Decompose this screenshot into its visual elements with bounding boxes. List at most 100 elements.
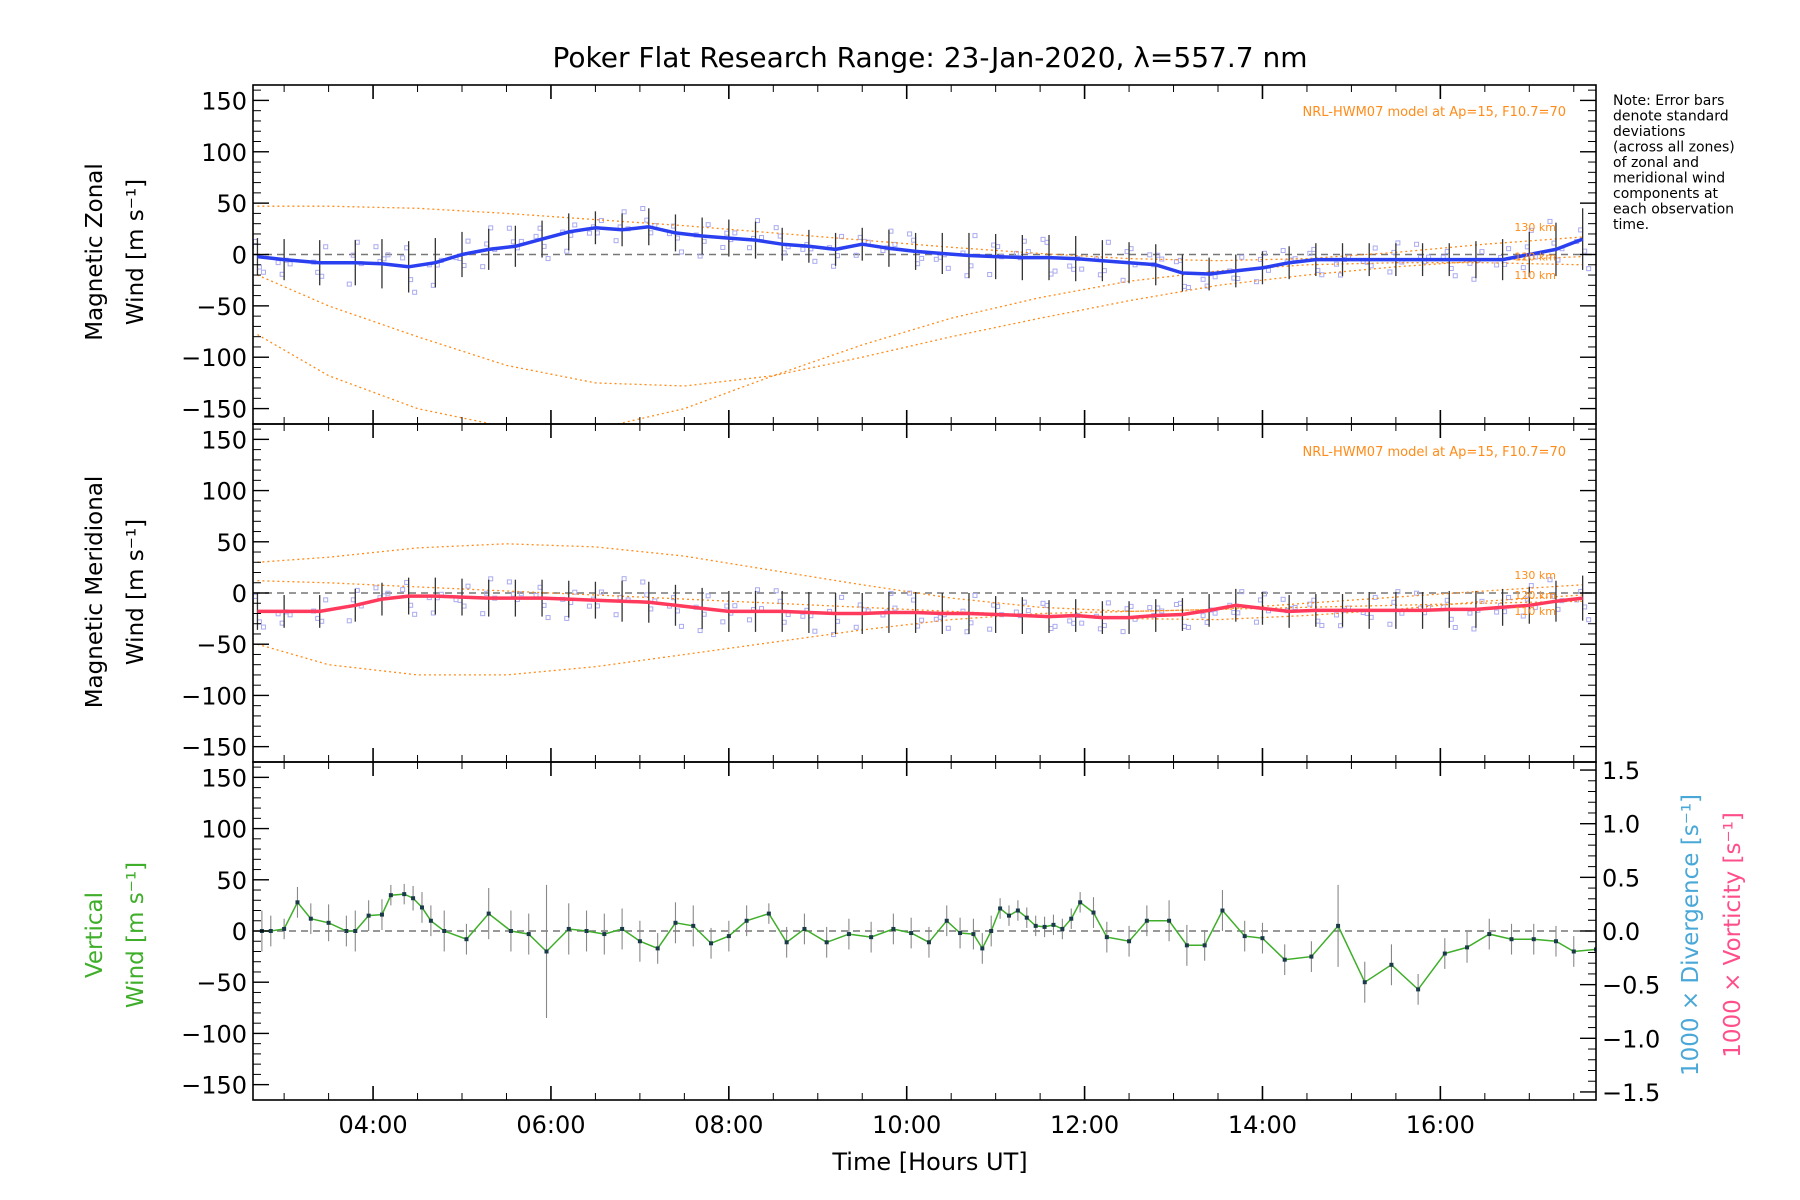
zone-point	[621, 576, 627, 582]
zone-point	[1506, 595, 1512, 601]
y-tick-label: −150	[181, 1072, 247, 1100]
model-label: 120 km	[1514, 251, 1556, 264]
zone-point	[1319, 272, 1325, 278]
zone-point	[1395, 240, 1401, 246]
zone-point	[346, 281, 352, 287]
zone-point	[1414, 590, 1420, 596]
plot-area	[253, 205, 1596, 424]
zone-point	[564, 615, 570, 621]
zone-point	[705, 593, 711, 599]
y-tick-label: 100	[201, 478, 247, 506]
zone-point	[465, 583, 471, 589]
zone-point	[287, 261, 293, 267]
vertical-wind-point	[295, 900, 300, 905]
zone-point	[945, 265, 951, 271]
vertical-wind-point	[486, 911, 491, 916]
y-tick-label: 100	[201, 816, 247, 844]
vertical-wind-point	[411, 896, 416, 901]
zone-point	[1200, 613, 1206, 619]
vertical-wind-point	[655, 946, 660, 951]
zone-point	[1120, 629, 1126, 635]
vertical-wind-point	[891, 926, 896, 931]
vertical-wind-point	[1242, 934, 1247, 939]
model-curve-120km	[257, 580, 1583, 621]
zone-point	[533, 233, 539, 239]
vertical-wind-point	[1091, 910, 1096, 915]
zone-point	[1471, 626, 1477, 632]
zone-point	[1479, 249, 1485, 255]
zone-point	[972, 592, 978, 598]
zone-point	[260, 624, 266, 630]
note-line: meridional wind	[1613, 171, 1725, 187]
zone-point	[907, 590, 913, 596]
zone-point	[323, 244, 329, 250]
zonal-annotation: NRL-HWM07 model at Ap=15, F10.7=70	[1303, 105, 1567, 120]
vertical-wind-point	[464, 937, 469, 942]
zone-point	[640, 206, 646, 212]
zone-point	[800, 613, 806, 619]
zone-point	[1395, 589, 1401, 595]
zone-point	[545, 256, 551, 262]
vertical-wind-point	[1336, 923, 1341, 928]
zone-point	[1212, 274, 1218, 280]
vertical-wind-point	[673, 920, 678, 925]
y-tick-label: 0	[232, 918, 247, 946]
zone-point	[800, 246, 806, 252]
zone-point	[747, 245, 753, 251]
vertical-wind-point	[980, 946, 985, 951]
zone-point	[1319, 622, 1325, 628]
vertical-wind-point	[1487, 932, 1492, 937]
vertical-wind-point	[1531, 937, 1536, 942]
model-label: 120 km	[1514, 589, 1556, 602]
note-line: (across all zones)	[1613, 140, 1735, 156]
note-line: of zonal and	[1613, 155, 1699, 171]
zone-point	[1520, 265, 1526, 271]
zone-point	[705, 222, 711, 228]
zone-point	[1280, 248, 1286, 254]
vertical-ylabel-line1: Vertical	[82, 892, 108, 978]
zone-point	[572, 222, 578, 228]
zone-point	[853, 252, 859, 258]
vertical-wind-point	[1144, 918, 1149, 923]
zone-point	[1052, 268, 1058, 274]
vertical-wind-point	[1042, 924, 1047, 929]
zone-point	[1467, 610, 1473, 616]
vertical-wind-point	[620, 926, 625, 931]
vertical-wind-point	[1078, 900, 1083, 905]
meridional-ylabel-line1: Magnetic Meridional	[82, 476, 108, 709]
meridional-wind-line	[257, 594, 1583, 620]
zone-point	[1494, 609, 1500, 615]
zone-point	[945, 625, 951, 631]
zone-point	[831, 263, 837, 269]
zonal-ylabel-line2: Wind [m s⁻¹]	[123, 179, 149, 325]
vertical-wind-point	[1127, 939, 1132, 944]
zone-point	[518, 591, 524, 597]
zone-point	[853, 624, 859, 630]
zone-point	[1105, 239, 1111, 245]
vertical-wind-point	[944, 918, 949, 923]
vertical-wind-point	[989, 929, 994, 933]
vertical-wind-point	[1202, 943, 1207, 948]
zone-point	[697, 628, 703, 634]
vertical-wind-point	[1051, 922, 1056, 927]
vertical-wind-line	[261, 893, 1596, 991]
vertical-wind-point	[1260, 936, 1265, 941]
divergence-axis-label: 1000 × Divergence [s⁻¹]	[1678, 794, 1704, 1076]
zone-point	[1547, 577, 1553, 583]
y-tick-label: −100	[181, 344, 247, 372]
vertical-wind-point	[726, 934, 731, 939]
vertical-wind-point	[1006, 913, 1011, 918]
chart-title: Poker Flat Research Range: 23-Jan-2020, …	[553, 41, 1308, 74]
zone-point	[1147, 252, 1153, 258]
zone-point	[412, 611, 418, 617]
vertical-wind-point	[353, 929, 358, 933]
model-label: 130 km	[1514, 569, 1556, 582]
zone-point	[385, 252, 391, 258]
model-label: 110 km	[1514, 605, 1556, 618]
model-label: 130 km	[1514, 221, 1556, 234]
vertical-wind-point	[379, 912, 384, 917]
zone-point	[275, 260, 281, 266]
vertical-wind-point	[544, 949, 549, 954]
